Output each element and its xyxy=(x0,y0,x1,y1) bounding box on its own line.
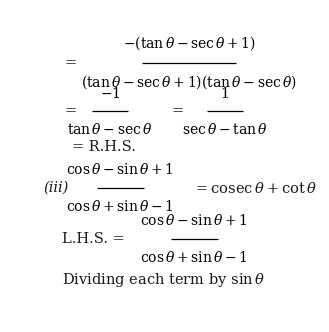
Text: =: = xyxy=(171,105,183,119)
Text: =: = xyxy=(64,105,76,119)
Text: $1$: $1$ xyxy=(220,86,229,101)
Text: $\cos\theta - \sin\theta + 1$: $\cos\theta - \sin\theta + 1$ xyxy=(66,162,174,177)
Text: $\sec\theta - \tan\theta$: $\sec\theta - \tan\theta$ xyxy=(182,122,267,137)
Text: Dividing each term by $\sin\theta$: Dividing each term by $\sin\theta$ xyxy=(62,271,265,289)
Text: $\cos\theta + \sin\theta - 1$: $\cos\theta + \sin\theta - 1$ xyxy=(140,250,248,265)
Text: $\cos\theta - \sin\theta + 1$: $\cos\theta - \sin\theta + 1$ xyxy=(140,213,248,228)
Text: (iii): (iii) xyxy=(44,181,69,195)
Text: = R.H.S.: = R.H.S. xyxy=(72,140,136,154)
Text: $-1$: $-1$ xyxy=(100,86,120,101)
Text: $= \mathrm{cosec}\,\theta + \cot\theta$: $= \mathrm{cosec}\,\theta + \cot\theta$ xyxy=(193,181,317,196)
Text: $\tan\theta - \sec\theta$: $\tan\theta - \sec\theta$ xyxy=(67,122,153,137)
Text: $-(\tan\theta - \sec\theta + 1)$: $-(\tan\theta - \sec\theta + 1)$ xyxy=(123,34,255,52)
Text: $\cos\theta + \sin\theta - 1$: $\cos\theta + \sin\theta - 1$ xyxy=(66,199,174,214)
Text: L.H.S. =: L.H.S. = xyxy=(62,232,124,246)
Text: $(\tan\theta - \sec\theta + 1)(\tan\theta - \sec\theta)$: $(\tan\theta - \sec\theta + 1)(\tan\thet… xyxy=(81,74,297,92)
Text: =: = xyxy=(64,56,76,70)
